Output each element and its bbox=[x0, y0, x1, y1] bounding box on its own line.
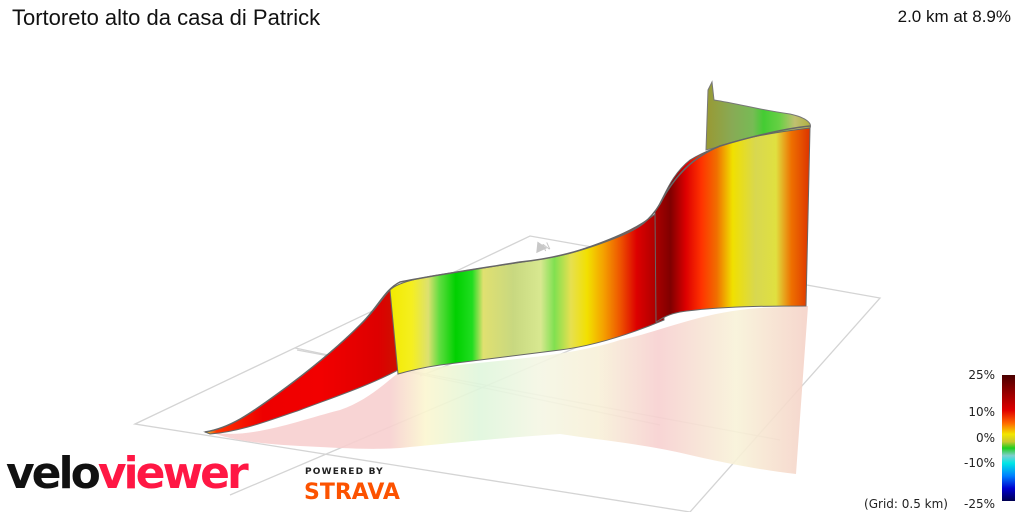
svg-text:N: N bbox=[541, 241, 552, 254]
page-title: Tortoreto alto da casa di Patrick bbox=[12, 5, 321, 30]
legend-label-0: 0% bbox=[975, 431, 995, 445]
gradient-legend: 25% 10% 0% -10% (Grid: 0.5 km) -25% bbox=[860, 366, 1024, 512]
logo-velo: velo bbox=[6, 448, 101, 499]
powered-by-label: POWERED BY bbox=[305, 467, 384, 477]
logo-viewer: viewer bbox=[97, 448, 249, 499]
strava-logo[interactable]: STRAVA bbox=[304, 480, 400, 505]
legend-label-10: 10% bbox=[968, 405, 995, 419]
elevation-reflection bbox=[210, 306, 808, 474]
legend-label-neg10: -10% bbox=[963, 456, 995, 470]
elevation-wall-right bbox=[654, 127, 811, 323]
climb-summary: 2.0 km at 8.9% bbox=[897, 7, 1011, 26]
legend-label-min: -25% bbox=[963, 497, 995, 511]
gradient-colorbar bbox=[1002, 375, 1015, 501]
north-arrow-icon: N bbox=[536, 241, 552, 254]
grid-scale-note: (Grid: 0.5 km) bbox=[864, 497, 948, 511]
veloviewer-logo[interactable]: veloviewer bbox=[6, 452, 249, 496]
elevation-profile-line bbox=[204, 125, 811, 433]
legend-label-max: 25% bbox=[968, 368, 995, 382]
